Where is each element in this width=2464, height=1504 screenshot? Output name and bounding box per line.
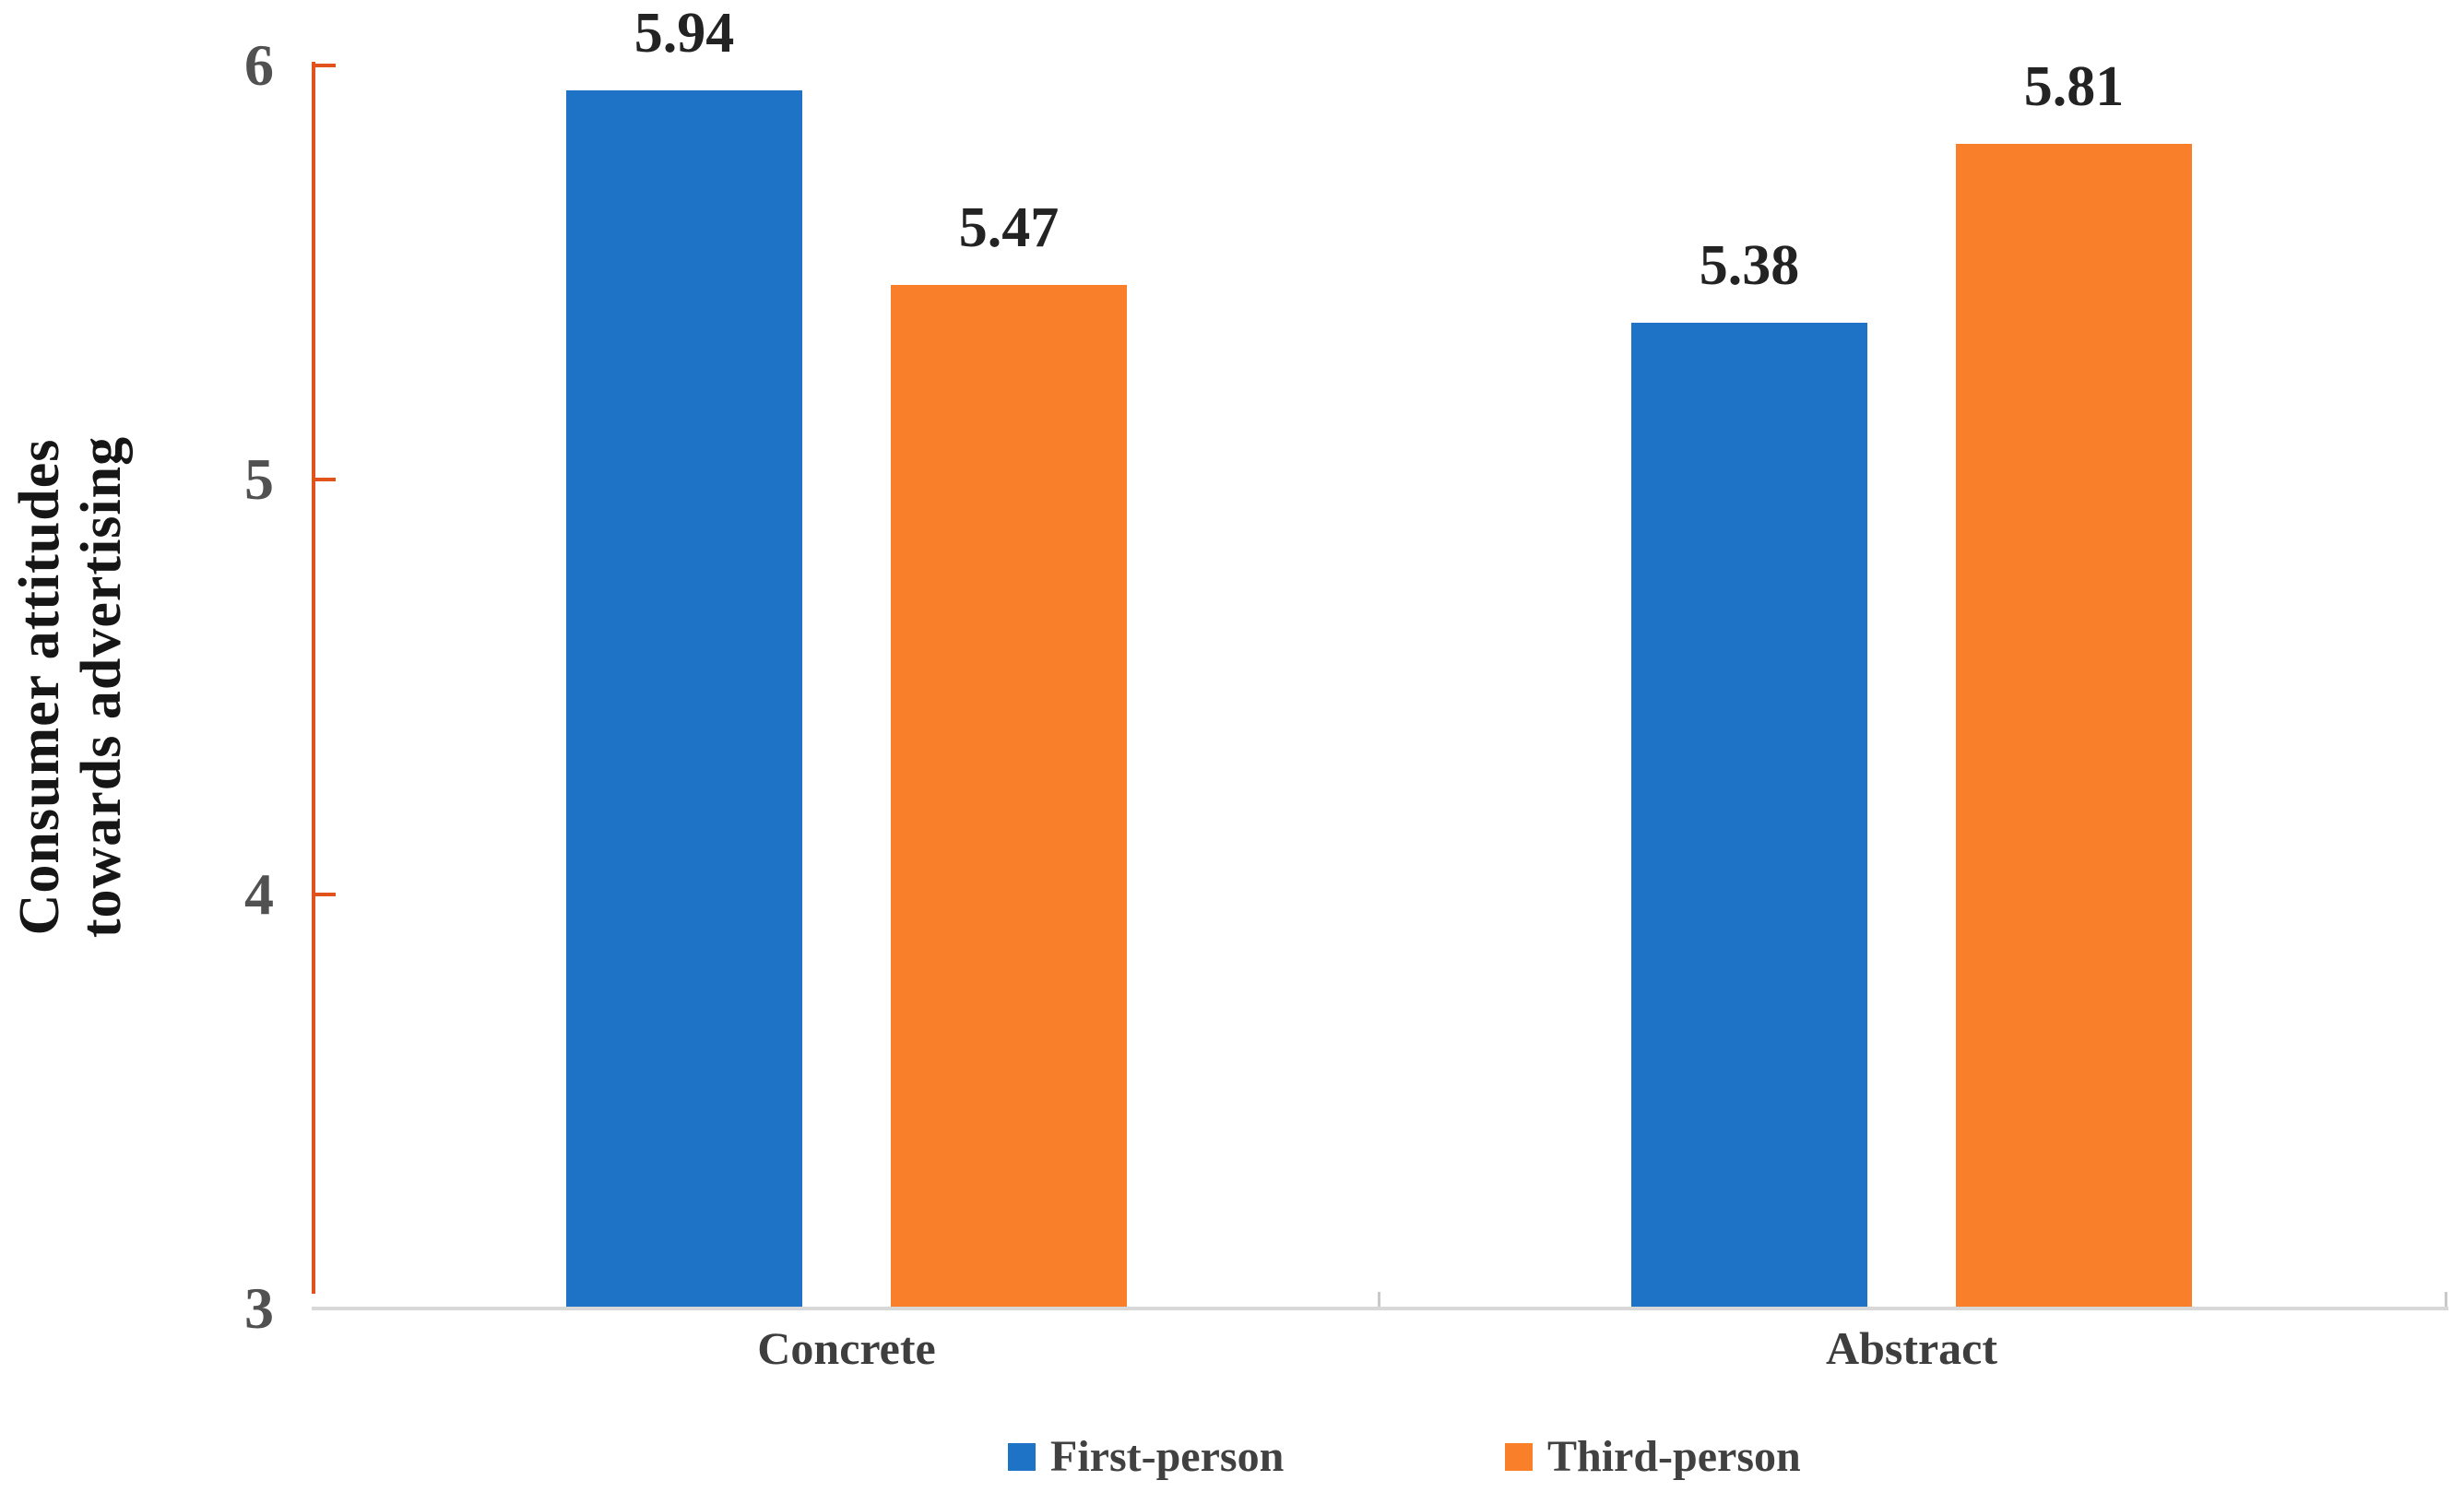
data-label-5.38: 5.38 [1699, 233, 1800, 297]
data-label-5.94: 5.94 [634, 1, 735, 65]
y-tick-mark-4 [312, 892, 336, 896]
y-tick-mark-5 [312, 478, 336, 482]
bar-first-person-abstract [1631, 322, 1867, 1307]
y-tick-label-5: 5 [244, 446, 274, 513]
bar-first-person-concrete [566, 89, 802, 1307]
y-tick-label-6: 6 [244, 32, 274, 98]
legend-label-first-person: First-person [1050, 1432, 1285, 1481]
y-tick-label-4: 4 [244, 860, 274, 927]
legend-swatch-third-person-icon [1505, 1443, 1533, 1471]
y-tick-mark-6 [312, 64, 336, 67]
legend-label-third-person: Third-person [1547, 1432, 1801, 1481]
x-category-label-abstract: Abstract [1825, 1322, 1998, 1374]
legend-entry-third-person: Third-person [1505, 1431, 1801, 1483]
y-tick-label-3: 3 [244, 1275, 274, 1341]
x-category-label-concrete: Concrete [757, 1322, 936, 1374]
x-axis-category-tick-0 [1378, 1292, 1380, 1307]
x-axis-category-tick-1 [2445, 1292, 2447, 1307]
legend-swatch-first-person-icon [1008, 1443, 1036, 1471]
y-axis-line [312, 62, 315, 1294]
bar-third-person-concrete [891, 285, 1127, 1307]
data-label-5.81: 5.81 [2023, 55, 2125, 119]
bar-third-person-abstract [1956, 144, 2192, 1307]
legend-entry-first-person: First-person [1008, 1431, 1284, 1483]
x-axis-baseline [312, 1307, 2448, 1310]
data-label-5.47: 5.47 [958, 196, 1060, 260]
